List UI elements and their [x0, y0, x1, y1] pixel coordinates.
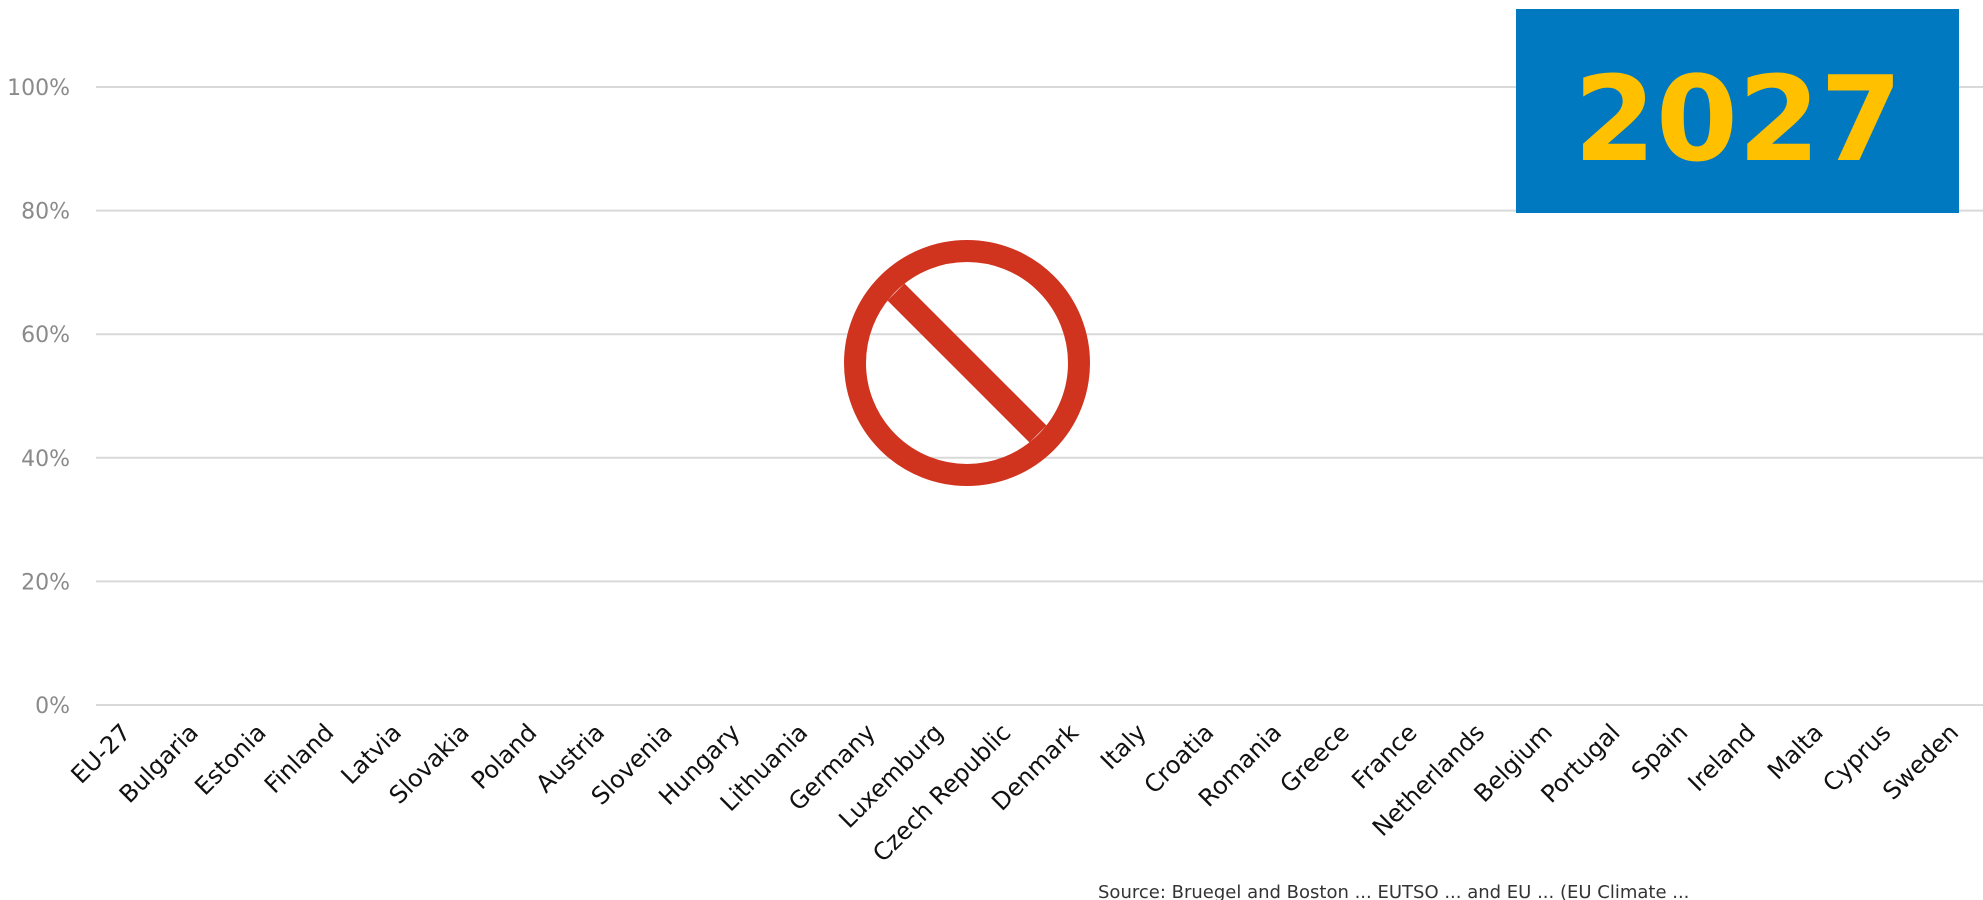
y-tick-label: 0%: [35, 694, 70, 719]
y-tick-label: 80%: [21, 200, 70, 225]
prohibited-icon-ring: [844, 240, 1090, 486]
x-tick-label: Italy: [1095, 718, 1152, 775]
year-badge-background: [1516, 9, 1959, 213]
y-tick-label: 60%: [21, 323, 70, 348]
x-tick-label: Poland: [466, 718, 542, 794]
y-tick-label: 40%: [21, 447, 70, 472]
year-badge: 2027: [1516, 9, 1959, 213]
y-axis-ticks: 0% 20% 40% 60% 80% 100%: [7, 76, 70, 719]
y-tick-label: 100%: [7, 76, 70, 101]
prohibited-icon: [844, 240, 1090, 486]
x-tick-label: Ireland: [1683, 718, 1761, 796]
source-note: Source: Bruegel and Boston ... EUTSO ...…: [1098, 882, 1689, 900]
x-axis-ticks: EU-27BulgariaEstoniaFinlandLatviaSlovaki…: [66, 718, 1965, 867]
year-badge-label: 2027: [1574, 50, 1902, 188]
prohibited-icon-slash: [887, 283, 1047, 443]
x-tick-label: Sweden: [1877, 718, 1964, 805]
y-tick-label: 20%: [21, 570, 70, 595]
x-tick-label: Estonia: [189, 718, 271, 800]
x-tick-label: Finland: [259, 718, 339, 798]
x-tick-label: Greece: [1275, 718, 1355, 798]
